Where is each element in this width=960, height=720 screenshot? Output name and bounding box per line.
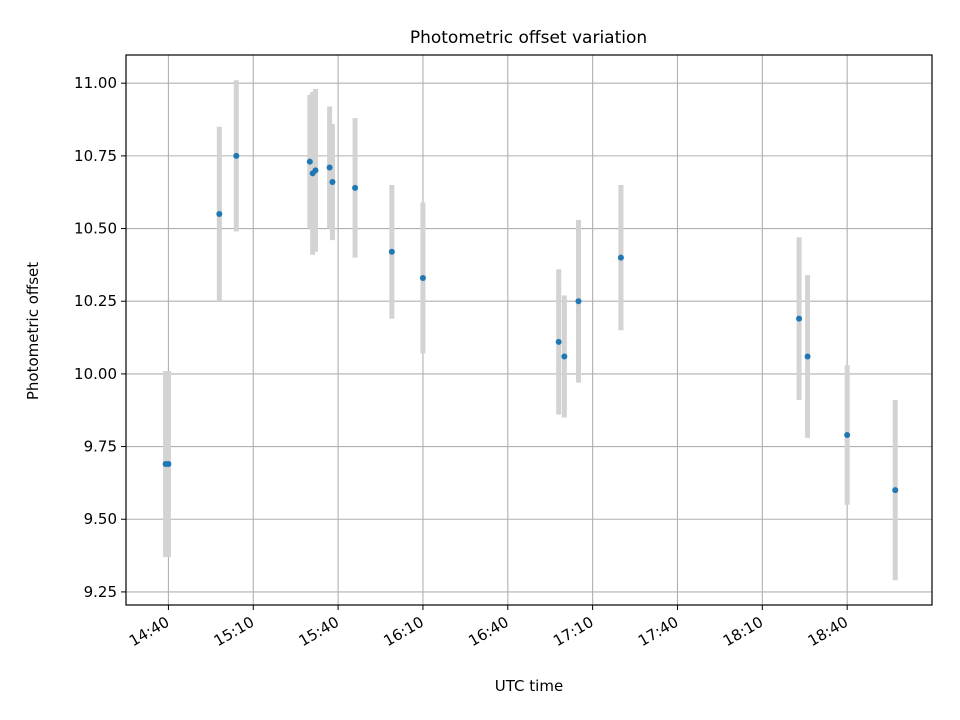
y-axis-label: Photometric offset — [24, 262, 42, 400]
data-point — [844, 431, 851, 438]
data-point — [892, 487, 899, 494]
data-point — [306, 158, 313, 165]
data-point — [804, 353, 811, 360]
x-axis-label: UTC time — [495, 677, 563, 695]
data-point — [575, 298, 582, 305]
y-tick-label: 9.50 — [84, 510, 117, 528]
data-points — [162, 152, 899, 494]
data-point — [233, 152, 240, 159]
data-point — [388, 248, 395, 255]
y-tick-label: 10.75 — [74, 147, 117, 165]
data-point — [419, 274, 426, 281]
data-point — [796, 315, 803, 322]
data-point — [329, 179, 336, 186]
data-point — [326, 164, 333, 171]
y-tick-label: 10.50 — [74, 220, 117, 238]
y-tick-label: 10.25 — [74, 292, 117, 310]
plot-frame — [125, 54, 933, 606]
y-tick-label: 9.75 — [84, 438, 117, 456]
data-point — [617, 254, 624, 261]
data-point — [555, 338, 562, 345]
y-axis-ticks: 9.25 9.50 9.75 10.00 10.25 10.50 10.75 11.00 — [74, 74, 126, 601]
data-point — [216, 211, 223, 218]
data-point — [352, 184, 359, 191]
data-point — [312, 167, 319, 174]
y-tick-label: 9.25 — [84, 583, 117, 601]
chart-title: Photometric offset variation — [410, 28, 647, 48]
y-tick-label: 10.00 — [74, 365, 117, 383]
data-point — [561, 353, 568, 360]
y-tick-label: 11.00 — [74, 74, 117, 92]
data-point — [165, 461, 172, 468]
